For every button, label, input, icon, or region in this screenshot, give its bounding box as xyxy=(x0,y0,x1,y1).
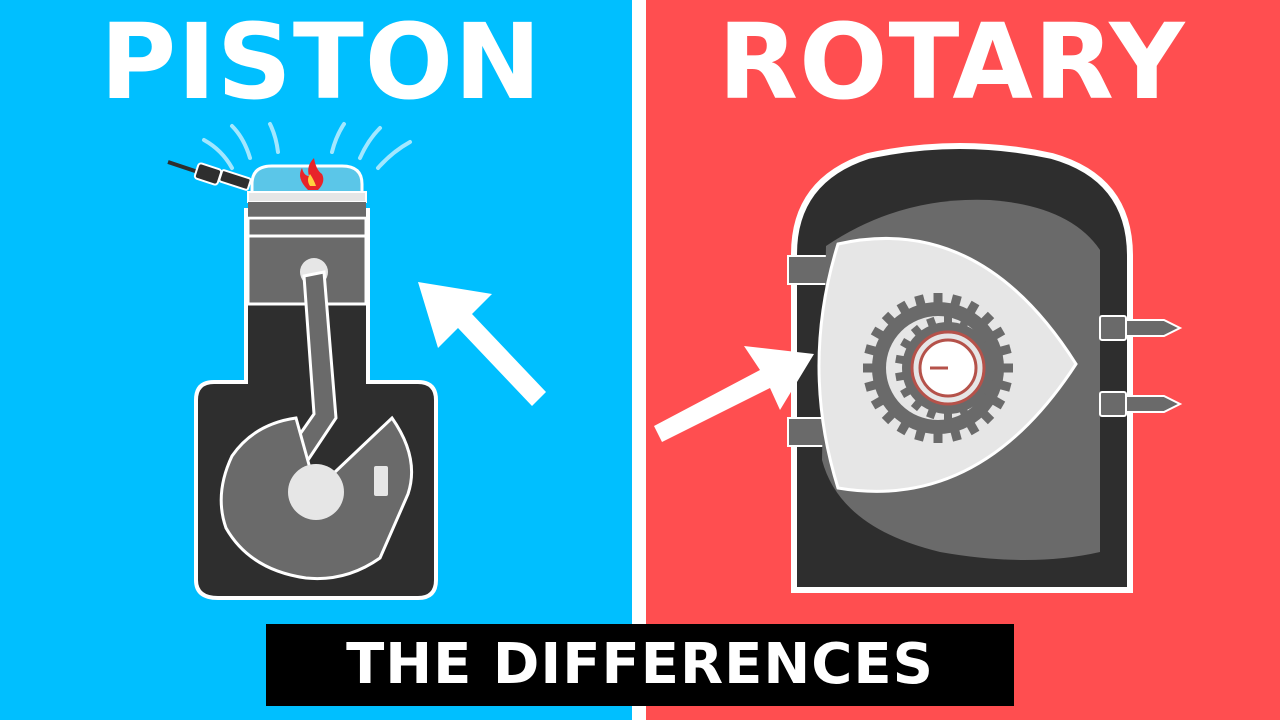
panel-divider xyxy=(632,0,646,720)
flame-icon xyxy=(300,158,324,190)
gear-tooth xyxy=(896,421,910,436)
piston-title: PISTON xyxy=(100,1,543,123)
piston-engine-diagram xyxy=(167,122,546,600)
gear-tooth xyxy=(864,344,878,356)
gear-tooth xyxy=(959,407,970,420)
gear-tooth xyxy=(944,315,952,324)
gear-tooth xyxy=(959,316,970,329)
gear-tooth xyxy=(966,300,980,315)
gear-tooth xyxy=(895,371,906,382)
gear-tooth xyxy=(881,311,896,326)
gear-tooth xyxy=(926,407,937,420)
gear-tooth xyxy=(998,344,1012,356)
caption-text: THE DIFFERENCES xyxy=(346,632,934,697)
gear-tooth xyxy=(863,363,874,373)
gear-tooth xyxy=(998,380,1012,392)
spark-plug-icon xyxy=(1099,315,1183,341)
spark-plug-icon xyxy=(1099,391,1183,417)
gear-tooth xyxy=(926,316,937,329)
gear-tooth xyxy=(973,324,986,337)
gear-tooth xyxy=(933,432,943,443)
gear-tooth xyxy=(984,338,996,350)
rotary-engine-diagram xyxy=(654,143,1183,593)
arrow-up-left-icon xyxy=(418,282,546,406)
gear-tooth xyxy=(973,399,986,412)
gear-tooth xyxy=(991,326,1006,340)
combustion-glow xyxy=(202,122,412,170)
gear-tooth xyxy=(900,386,912,398)
gear-tooth xyxy=(990,354,1001,365)
arrow-up-right-icon xyxy=(654,346,814,442)
rotary-title: ROTARY xyxy=(718,1,1186,123)
gear-tooth xyxy=(914,428,926,442)
cylinder-head xyxy=(247,191,367,203)
spark-plug-icon xyxy=(167,160,252,191)
gear-tooth xyxy=(950,294,962,308)
gear-tooth xyxy=(864,380,878,392)
gear-tooth xyxy=(990,371,1001,382)
eccentric-shaft-gear xyxy=(895,315,1001,421)
gear-tooth xyxy=(914,294,926,308)
gear-tooth xyxy=(991,396,1006,410)
caption-bar: THE DIFFERENCES xyxy=(266,624,1014,706)
gear-tooth xyxy=(870,396,885,410)
gear-tooth xyxy=(896,300,910,315)
cylinder-wall xyxy=(248,202,366,216)
gear-tooth xyxy=(950,428,962,442)
crank-journal xyxy=(288,464,344,520)
gear-tooth xyxy=(980,311,995,326)
gear-tooth xyxy=(984,386,996,398)
gear-tooth xyxy=(910,399,923,412)
gear-tooth xyxy=(1002,363,1013,373)
gear-tooth xyxy=(900,338,912,350)
crank-bearing xyxy=(374,466,388,496)
gear-tooth xyxy=(966,421,980,436)
gear-tooth xyxy=(881,410,896,425)
gear-tooth xyxy=(870,326,885,340)
gear-tooth xyxy=(910,324,923,337)
gear-tooth xyxy=(944,412,952,421)
gear-tooth xyxy=(933,293,943,304)
gear-tooth xyxy=(980,410,995,425)
gear-tooth xyxy=(895,354,906,365)
